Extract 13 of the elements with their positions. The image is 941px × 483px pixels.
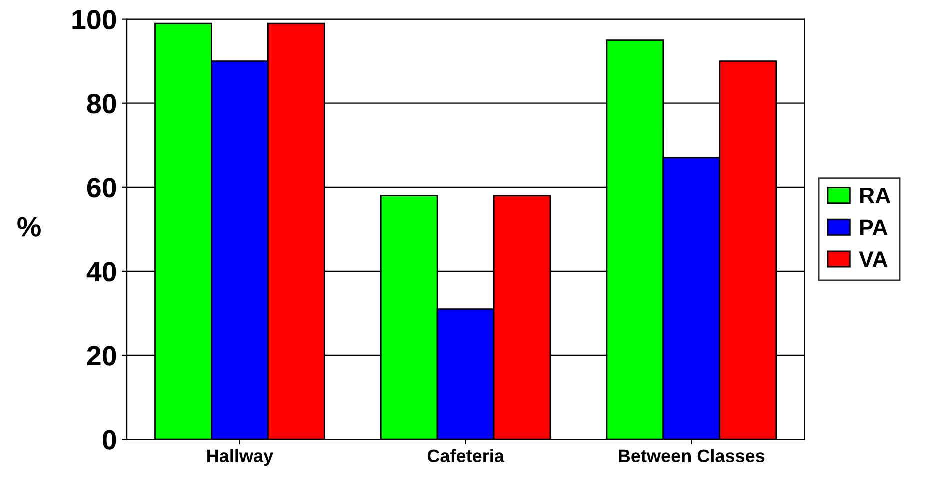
x-tick-label: Between Classes bbox=[619, 449, 765, 463]
y-tick-label: 60 bbox=[87, 178, 116, 198]
legend-label: VA bbox=[859, 252, 888, 267]
y-tick-label: 0 bbox=[102, 430, 116, 450]
y-tick-label: 80 bbox=[87, 94, 116, 114]
y-axis-title: % bbox=[18, 217, 41, 237]
y-tick-label: 100 bbox=[72, 10, 116, 30]
x-tick-label: Cafeteria bbox=[428, 449, 505, 463]
legend-label: PA bbox=[860, 220, 888, 236]
y-tick-label: 40 bbox=[86, 262, 116, 282]
legend-label: RA bbox=[860, 188, 891, 204]
y-tick-label: 20 bbox=[87, 346, 116, 366]
x-tick-label: Hallway bbox=[208, 449, 274, 466]
